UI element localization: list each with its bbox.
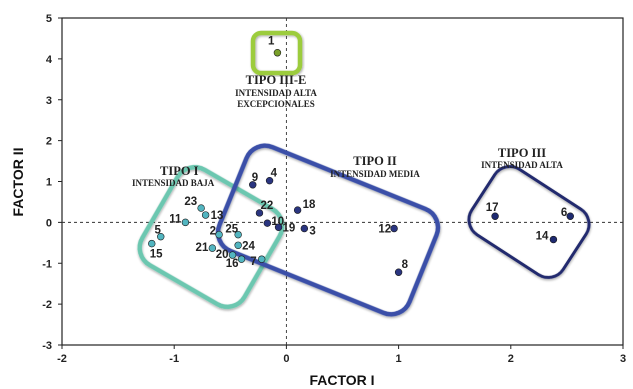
y-tick-label: -2 xyxy=(42,299,52,311)
x-tick-label: 2 xyxy=(508,353,514,365)
point-label-5: 5 xyxy=(155,225,162,237)
point-11 xyxy=(181,218,190,227)
point-2 xyxy=(215,230,223,239)
point-label-2: 2 xyxy=(210,226,216,238)
point-18 xyxy=(293,206,302,214)
point-label-15: 15 xyxy=(150,249,163,261)
point-label-16: 16 xyxy=(226,258,239,270)
group-subtitle-i: INTENSIDAD BAJA xyxy=(132,178,215,188)
point-label-1: 1 xyxy=(268,36,275,48)
point-label-24: 24 xyxy=(242,240,255,252)
point-13 xyxy=(201,211,210,219)
y-tick-label: 4 xyxy=(46,54,53,66)
group-title-iii: TIPO III xyxy=(498,146,546,160)
group-box-iii xyxy=(467,165,591,279)
group-subtitle-iii: INTENSIDAD ALTA xyxy=(481,160,563,170)
point-label-17: 17 xyxy=(486,202,499,214)
point-20 xyxy=(228,251,237,259)
point-label-20: 20 xyxy=(216,249,229,261)
point-label-7: 7 xyxy=(250,256,256,268)
group-subtitle-ii: INTENSIDAD MEDIA xyxy=(330,169,420,179)
x-tick-label: -1 xyxy=(169,353,179,365)
point-12 xyxy=(390,224,398,233)
y-tick-label: 5 xyxy=(46,13,52,25)
point-9 xyxy=(249,181,257,189)
point-25 xyxy=(234,230,242,239)
x-tick-label: 1 xyxy=(396,353,402,365)
point-4 xyxy=(265,176,274,185)
x-tick-label: 0 xyxy=(283,353,289,365)
point-label-21: 21 xyxy=(196,242,209,254)
point-label-11: 11 xyxy=(169,213,182,225)
point-6 xyxy=(566,212,574,220)
y-tick-label: -1 xyxy=(42,258,52,270)
point-label-4: 4 xyxy=(271,168,278,180)
y-axis-title: FACTOR II xyxy=(10,148,26,217)
group-subtitle-iii-e: EXCEPCIONALES xyxy=(237,99,315,109)
point-label-9: 9 xyxy=(252,172,258,184)
group-title-ii: TIPO II xyxy=(353,154,397,168)
point-3 xyxy=(300,224,309,233)
point-label-18: 18 xyxy=(303,199,316,211)
point-19 xyxy=(274,223,283,231)
x-tick-label: -2 xyxy=(57,353,67,365)
point-label-12: 12 xyxy=(378,224,391,236)
point-label-13: 13 xyxy=(211,210,224,222)
x-tick-label: 3 xyxy=(620,353,626,365)
y-tick-label: 2 xyxy=(46,136,52,148)
point-23 xyxy=(197,204,205,212)
point-10 xyxy=(263,219,272,227)
point-label-25: 25 xyxy=(225,224,238,236)
point-22 xyxy=(255,209,264,217)
y-tick-label: 0 xyxy=(46,217,52,229)
group-box-ii xyxy=(215,143,441,317)
point-8 xyxy=(394,268,403,276)
point-1 xyxy=(273,49,282,57)
point-17 xyxy=(491,212,499,220)
point-label-19: 19 xyxy=(283,222,296,234)
point-14 xyxy=(549,235,558,244)
group-box-iii-e xyxy=(250,30,303,76)
group-box-i xyxy=(137,164,285,310)
group-title-iii-e: TIPO III-E xyxy=(246,73,307,87)
y-tick-label: 1 xyxy=(46,177,52,189)
point-label-23: 23 xyxy=(184,196,197,208)
group-boxes xyxy=(137,30,591,317)
group-title-i: TIPO I xyxy=(160,164,199,178)
point-21 xyxy=(208,244,217,252)
point-7 xyxy=(258,255,266,263)
point-label-22: 22 xyxy=(260,200,273,212)
y-tick-label: 3 xyxy=(46,95,52,107)
point-16 xyxy=(237,255,246,263)
x-axis-title: FACTOR I xyxy=(309,372,374,388)
y-tick-label: -3 xyxy=(42,340,52,352)
point-label-8: 8 xyxy=(402,259,409,271)
group-subtitle-iii-e: INTENSIDAD ALTA xyxy=(235,88,317,98)
point-15 xyxy=(148,239,156,248)
point-label-14: 14 xyxy=(536,231,549,243)
point-label-3: 3 xyxy=(309,226,315,238)
point-5 xyxy=(157,232,165,241)
point-24 xyxy=(234,241,242,249)
point-label-6: 6 xyxy=(561,207,567,219)
plot-frame xyxy=(61,17,624,346)
